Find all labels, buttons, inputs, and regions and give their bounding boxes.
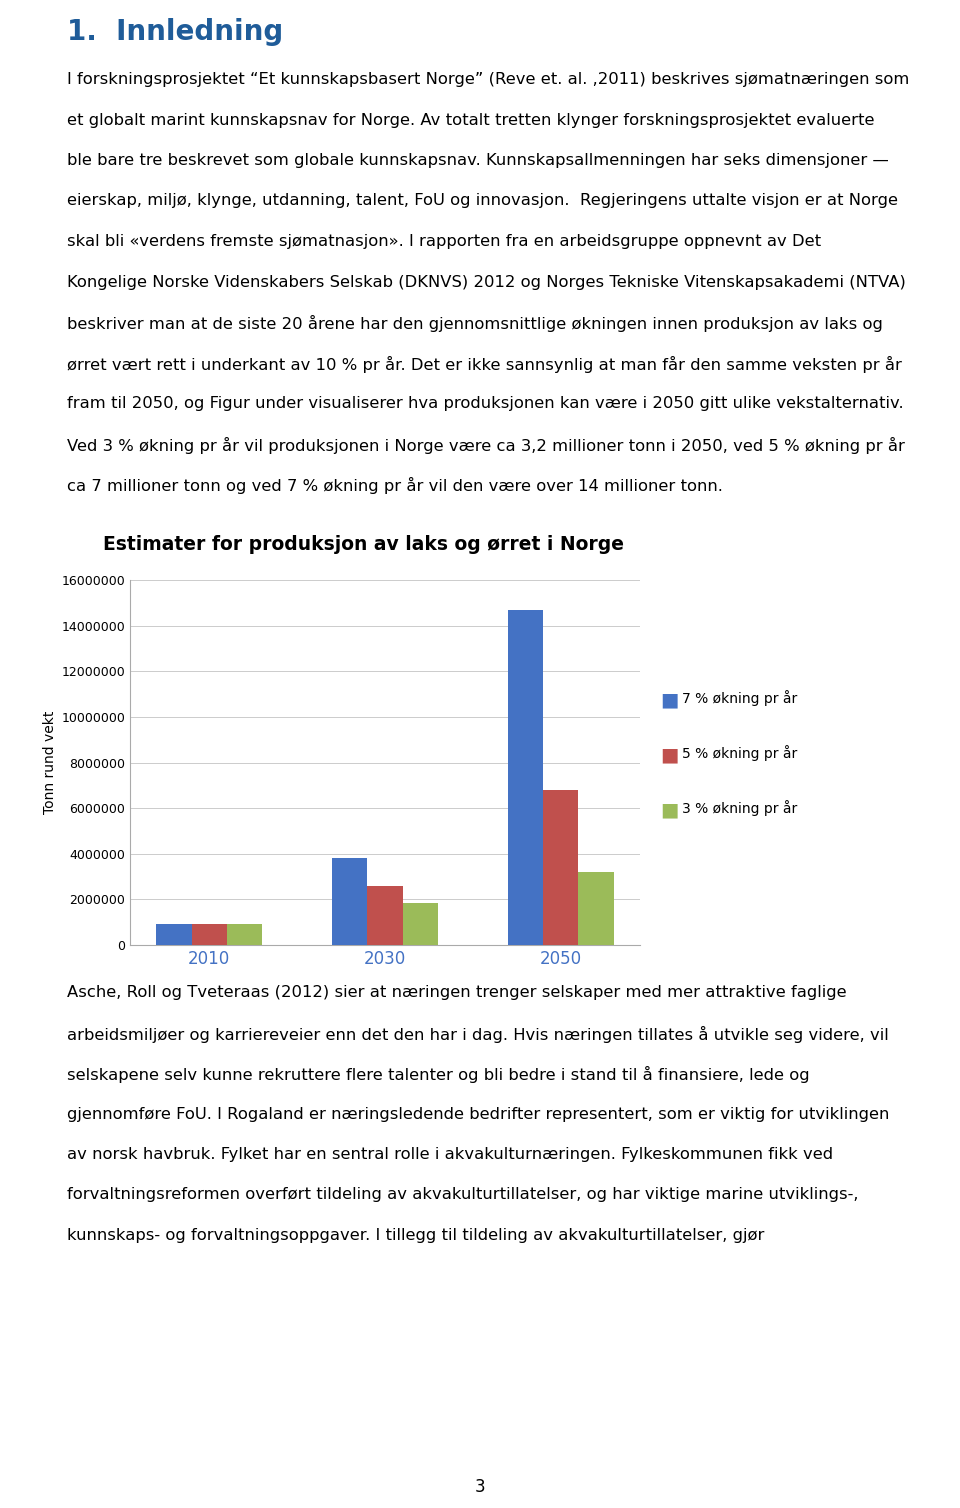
Text: et globalt marint kunnskapsnav for Norge. Av totalt tretten klynger forskningspr: et globalt marint kunnskapsnav for Norge… <box>67 113 875 128</box>
Text: forvaltningsreformen overført tildeling av akvakulturtillatelser, og har viktige: forvaltningsreformen overført tildeling … <box>67 1187 858 1202</box>
Text: ble bare tre beskrevet som globale kunnskapsnav. Kunnskapsallmenningen har seks : ble bare tre beskrevet som globale kunns… <box>67 152 889 167</box>
Text: 3 % økning pr år: 3 % økning pr år <box>682 801 797 816</box>
Bar <box>543 790 579 946</box>
Text: arbeidsmiljøer og karriereveier enn det den har i dag. Hvis næringen tillates å : arbeidsmiljøer og karriereveier enn det … <box>67 1025 889 1042</box>
Bar <box>402 903 438 946</box>
Text: gjennomføre FoU. I Rogaland er næringsledende bedrifter representert, som er vik: gjennomføre FoU. I Rogaland er næringsle… <box>67 1107 889 1122</box>
Text: Estimater for produksjon av laks og ørret i Norge: Estimater for produksjon av laks og ørre… <box>103 535 624 553</box>
Text: 7 % økning pr år: 7 % økning pr år <box>682 691 797 706</box>
Bar <box>156 924 192 946</box>
Text: av norsk havbruk. Fylket har en sentral rolle i akvakulturnæringen. Fylkeskommun: av norsk havbruk. Fylket har en sentral … <box>67 1148 833 1163</box>
Text: I forskningsprosjektet “Et kunnskapsbasert Norge” (Reve et. al. ,2011) beskrives: I forskningsprosjektet “Et kunnskapsbase… <box>67 72 909 87</box>
Text: 5 % økning pr år: 5 % økning pr år <box>682 745 797 762</box>
Text: ørret vært rett i underkant av 10 % pr år. Det er ikke sannsynlig at man får den: ørret vært rett i underkant av 10 % pr å… <box>67 356 901 372</box>
Text: 3: 3 <box>474 1478 486 1496</box>
Text: fram til 2050, og Figur under visualiserer hva produksjonen kan være i 2050 gitt: fram til 2050, og Figur under visualiser… <box>67 397 903 412</box>
Text: ca 7 millioner tonn og ved 7 % økning pr år vil den være over 14 millioner tonn.: ca 7 millioner tonn og ved 7 % økning pr… <box>67 477 723 495</box>
Text: kunnskaps- og forvaltningsoppgaver. I tillegg til tildeling av akvakulturtillate: kunnskaps- og forvaltningsoppgaver. I ti… <box>67 1228 764 1243</box>
Bar <box>332 858 368 946</box>
Bar <box>508 609 543 946</box>
Text: beskriver man at de siste 20 årene har den gjennomsnittlige økningen innen produ: beskriver man at de siste 20 årene har d… <box>67 315 883 332</box>
Bar <box>227 924 262 946</box>
Text: skal bli «verdens fremste sjømatnasjon». I rapporten fra en arbeidsgruppe oppnev: skal bli «verdens fremste sjømatnasjon».… <box>67 234 821 249</box>
Y-axis label: Tonn rund vekt: Tonn rund vekt <box>43 710 57 814</box>
Bar <box>579 872 613 946</box>
Bar <box>192 924 227 946</box>
Text: ■: ■ <box>660 801 679 819</box>
Bar <box>368 885 402 946</box>
Text: ■: ■ <box>660 745 679 765</box>
Text: eierskap, miljø, klynge, utdanning, talent, FoU og innovasjon.  Regjeringens utt: eierskap, miljø, klynge, utdanning, tale… <box>67 193 898 208</box>
Text: Ved 3 % økning pr år vil produksjonen i Norge være ca 3,2 millioner tonn i 2050,: Ved 3 % økning pr år vil produksjonen i … <box>67 436 905 454</box>
Text: Asche, Roll og Tveteraas (2012) sier at næringen trenger selskaper med mer attra: Asche, Roll og Tveteraas (2012) sier at … <box>67 985 847 1000</box>
Text: 1.  Innledning: 1. Innledning <box>67 18 283 47</box>
Text: selskapene selv kunne rekruttere flere talenter og bli bedre i stand til å finan: selskapene selv kunne rekruttere flere t… <box>67 1066 809 1083</box>
Text: Kongelige Norske Videnskabers Selskab (DKNVS) 2012 og Norges Tekniske Vitenskaps: Kongelige Norske Videnskabers Selskab (D… <box>67 274 906 290</box>
Text: ■: ■ <box>660 691 679 709</box>
